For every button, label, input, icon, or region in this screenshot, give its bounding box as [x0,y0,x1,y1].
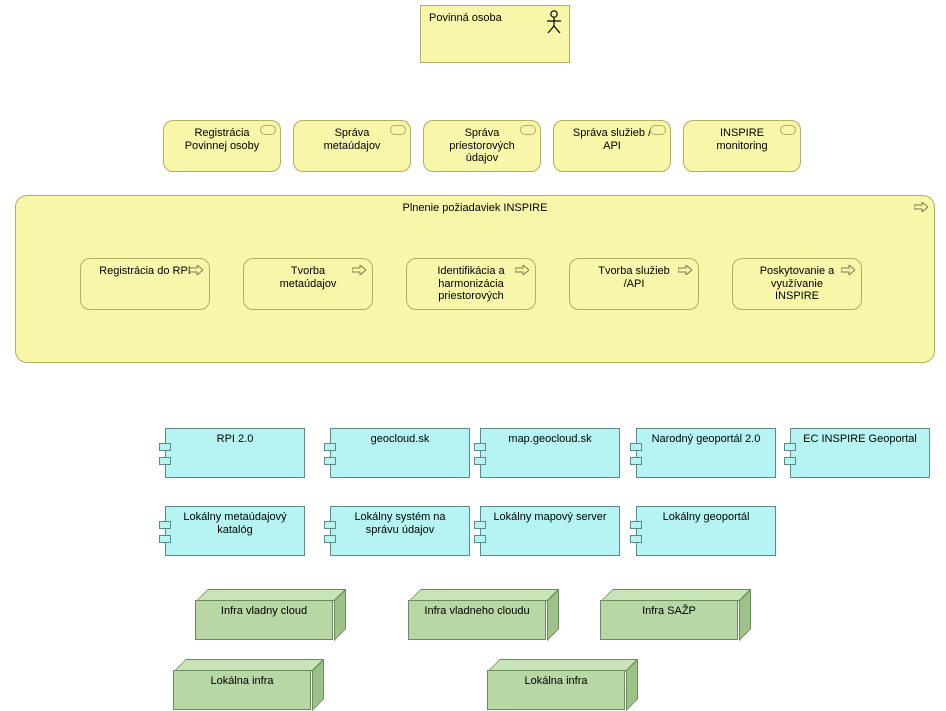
node-label: RPI 2.0 [170,433,300,446]
node-comp4: Narodný geoportál 2.0 [636,428,776,478]
node-label: Lokálny mapový server [485,511,615,524]
node-cap2: Správa metaúdajov [293,120,411,172]
node-label: Infra vladneho cloudu [413,605,541,618]
node-infra5: Lokálna infra [487,670,625,710]
node-label: Infra vladny cloud [200,605,328,618]
node-actor1: Povinná osoba [420,5,570,63]
component-notch-icon [324,457,336,465]
cube-top-face [409,589,559,601]
node-label: Tvorba metaúdajov [248,265,368,290]
node-comp3: map.geocloud.sk [480,428,620,478]
component-notch-icon [784,443,796,451]
component-notch-icon [324,521,336,529]
node-infra3: Infra SAŽP [600,600,738,640]
node-label: EC INSPIRE Geoportal [795,433,925,446]
node-comp8: Lokálny mapový server [480,506,620,556]
component-notch-icon [474,535,486,543]
process-arrow-icon [352,265,366,275]
node-proc1: Registrácia do RPI [80,258,210,310]
node-label: Lokálna infra [492,675,620,688]
node-label: geocloud.sk [335,433,465,446]
node-comp6: Lokálny metaúdajový katalóg [165,506,305,556]
node-proc2: Tvorba metaúdajov [243,258,373,310]
capability-marker-icon [260,125,276,135]
node-proc4: Tvorba služieb /API [569,258,699,310]
process-arrow-icon [515,265,529,275]
component-notch-icon [630,457,642,465]
capability-marker-icon [780,125,796,135]
component-notch-icon [324,535,336,543]
process-arrow-icon [678,265,692,275]
capability-marker-icon [390,125,406,135]
node-label: Plnenie požiadaviek INSPIRE [20,202,930,215]
node-label: map.geocloud.sk [485,433,615,446]
node-label: Registrácia do RPI [85,265,205,278]
component-notch-icon [784,457,796,465]
node-comp5: EC INSPIRE Geoportal [790,428,930,478]
node-comp2: geocloud.sk [330,428,470,478]
node-proc5: Poskytovanie a využívanie INSPIRE [732,258,862,310]
node-label: Povinná osoba [429,12,502,25]
component-notch-icon [474,443,486,451]
component-notch-icon [159,535,171,543]
node-comp9: Lokálny geoportál [636,506,776,556]
node-label: Narodný geoportál 2.0 [641,433,771,446]
actor-icon [545,10,563,34]
node-label: Identifikácia a harmonizácia priestorový… [411,265,531,303]
component-notch-icon [630,535,642,543]
node-infra1: Infra vladny cloud [195,600,333,640]
capability-marker-icon [520,125,536,135]
component-notch-icon [474,521,486,529]
node-cap3: Správa priestorových údajov [423,120,541,172]
component-notch-icon [159,521,171,529]
component-notch-icon [324,443,336,451]
cube-top-face [488,659,638,671]
cube-top-face [601,589,751,601]
node-label: Lokálna infra [178,675,306,688]
component-notch-icon [159,443,171,451]
node-label: Lokálny metaúdajový katalóg [170,511,300,536]
node-comp7: Lokálny systém na správu údajov [330,506,470,556]
process-arrow-icon [189,265,203,275]
component-notch-icon [159,457,171,465]
node-label: Lokálny geoportál [641,511,771,524]
process-arrow-icon [914,202,928,212]
node-cap5: INSPIRE monitoring [683,120,801,172]
node-proc3: Identifikácia a harmonizácia priestorový… [406,258,536,310]
capability-marker-icon [650,125,666,135]
node-label: Poskytovanie a využívanie INSPIRE [737,265,857,303]
component-notch-icon [630,521,642,529]
component-notch-icon [630,443,642,451]
node-label: Lokálny systém na správu údajov [335,511,465,536]
node-infra4: Lokálna infra [173,670,311,710]
cube-top-face [174,659,324,671]
node-comp1: RPI 2.0 [165,428,305,478]
cube-top-face [196,589,346,601]
node-cap1: Registrácia Povinnej osoby [163,120,281,172]
node-infra2: Infra vladneho cloudu [408,600,546,640]
node-label: Infra SAŽP [605,605,733,618]
diagram-canvas: Povinná osobaRegistrácia Povinnej osobyS… [0,0,946,711]
process-arrow-icon [841,265,855,275]
component-notch-icon [474,457,486,465]
node-cap4: Správa služieb / API [553,120,671,172]
node-label: Tvorba služieb /API [574,265,694,290]
